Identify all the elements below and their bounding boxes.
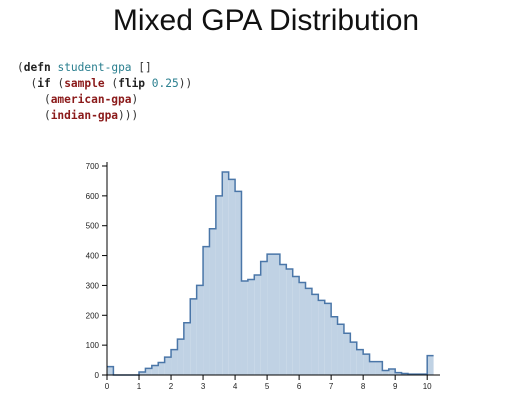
x-tick-label: 10: [423, 382, 432, 391]
histogram-bar: [247, 279, 255, 375]
histogram-bar: [382, 370, 389, 375]
histogram-bar: [215, 195, 223, 375]
histogram-bar: [305, 288, 312, 375]
histogram-bar: [395, 372, 402, 375]
y-tick-label: 500: [86, 222, 100, 231]
histogram-bar: [388, 369, 396, 375]
keyword-if: if: [37, 77, 51, 90]
keyword-sample: sample: [64, 77, 105, 90]
histogram-bar: [343, 333, 351, 375]
histogram-bar: [107, 366, 114, 375]
x-tick-label: 2: [169, 382, 174, 391]
histogram-bar: [375, 361, 383, 375]
call-american-gpa: american-gpa: [50, 93, 132, 106]
histogram-bar: [203, 246, 210, 375]
histogram-bar: [190, 298, 197, 375]
histogram-bar: [171, 349, 178, 375]
keyword-flip: flip: [118, 77, 146, 90]
x-tick-label: 3: [201, 382, 206, 391]
histogram-bar: [324, 303, 332, 375]
histogram-bar: [267, 254, 274, 375]
x-tick-label: 1: [137, 382, 142, 391]
histogram-bar: [292, 276, 300, 375]
histogram-bar: [158, 362, 165, 375]
y-tick-label: 200: [86, 311, 100, 320]
chart-axes: 0 100 200 300 400 500 600 700 0 1 2 3 4 5 6 7 8 9 10: [86, 162, 440, 391]
histogram-bar: [356, 349, 364, 375]
histogram-bar: [241, 280, 248, 375]
number-literal: 0.25: [151, 77, 179, 90]
y-tick-label: 100: [86, 341, 100, 350]
y-tick-label: 300: [86, 281, 100, 290]
function-name: student-gpa: [57, 61, 132, 74]
histogram-bar: [209, 228, 216, 375]
x-tick-label: 7: [329, 382, 334, 391]
y-tick-label: 400: [86, 252, 100, 261]
histogram-bar: [177, 339, 184, 375]
histogram-bar: [254, 274, 261, 375]
histogram-bar: [350, 342, 357, 375]
x-tick-label: 0: [105, 382, 110, 391]
code-line-1: (defn student-gpa []: [17, 61, 152, 74]
x-tick-label: 8: [361, 382, 366, 391]
histogram-bar: [164, 357, 172, 375]
histogram-bar: [427, 355, 434, 375]
histogram-bar: [311, 294, 319, 375]
histogram-bar: [318, 300, 325, 375]
histogram-outline: [107, 171, 434, 376]
call-indian-gpa: indian-gpa: [50, 109, 119, 122]
code-line-3: (american-gpa): [17, 93, 139, 106]
histogram-bar: [337, 324, 344, 375]
histogram-bar: [151, 365, 159, 375]
histogram-bars: [107, 171, 434, 376]
slide-title: Mixed GPA Distribution: [112, 4, 420, 37]
histogram-bar: [196, 285, 204, 375]
histogram-bar: [235, 191, 242, 375]
histogram-bar: [331, 316, 338, 375]
histogram-bar: [369, 361, 376, 375]
histogram-bar: [145, 368, 152, 375]
histogram-bar: [363, 354, 370, 375]
histogram-bar: [222, 171, 229, 375]
x-tick-label: 4: [233, 382, 238, 391]
histogram-bar: [279, 264, 287, 375]
histogram-bar: [273, 254, 280, 375]
code-block: (defn student-gpa [] (if (sample (flip 0…: [17, 60, 192, 124]
code-line-4: (indian-gpa))): [17, 109, 139, 122]
histogram-bar: [299, 282, 306, 375]
histogram-bar: [139, 372, 146, 375]
histogram-bar: [260, 261, 268, 375]
histogram-bar: [286, 269, 293, 375]
y-tick-label: 600: [86, 192, 100, 201]
x-tick-label: 5: [265, 382, 270, 391]
y-tick-label: 0: [95, 371, 100, 380]
x-tick-label: 9: [393, 382, 398, 391]
histogram-bar: [183, 322, 191, 375]
x-tick-label: 6: [297, 382, 302, 391]
code-line-2: (if (sample (flip 0.25)): [17, 77, 193, 90]
y-tick-label: 700: [86, 162, 100, 171]
histogram-bar: [228, 179, 236, 375]
keyword-defn: defn: [23, 61, 51, 74]
